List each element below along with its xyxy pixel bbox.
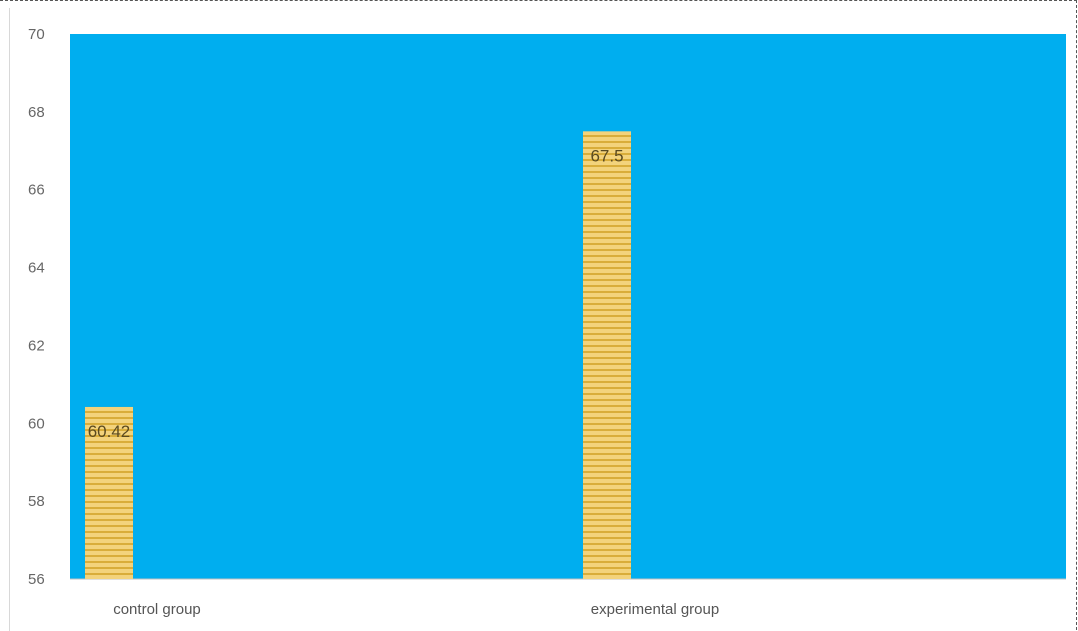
data-label: 67.5: [590, 146, 623, 165]
bar: [85, 406, 133, 579]
y-tick-label: 64: [28, 260, 45, 277]
bar: [583, 131, 631, 580]
y-axis-ticks: 56 58 60 62 64 66 68 70: [28, 26, 45, 588]
x-axis-categories: control group experimental group: [113, 601, 719, 618]
y-tick-label: 70: [28, 26, 45, 43]
y-tick-label: 58: [28, 493, 45, 510]
y-tick-label: 62: [28, 337, 45, 354]
data-labels: 60.42 67.5: [88, 146, 624, 441]
plot-area: [70, 34, 1066, 579]
left-rule: [9, 8, 10, 631]
bars: [85, 131, 631, 580]
y-tick-label: 60: [28, 415, 45, 432]
x-category-label: experimental group: [591, 601, 719, 618]
x-category-label: control group: [113, 601, 201, 618]
data-label: 60.42: [88, 422, 131, 441]
y-tick-label: 56: [28, 571, 45, 588]
y-tick-label: 66: [28, 182, 45, 199]
y-tick-label: 68: [28, 104, 45, 121]
